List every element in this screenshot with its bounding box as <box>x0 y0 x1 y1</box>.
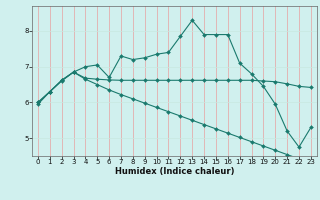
X-axis label: Humidex (Indice chaleur): Humidex (Indice chaleur) <box>115 167 234 176</box>
